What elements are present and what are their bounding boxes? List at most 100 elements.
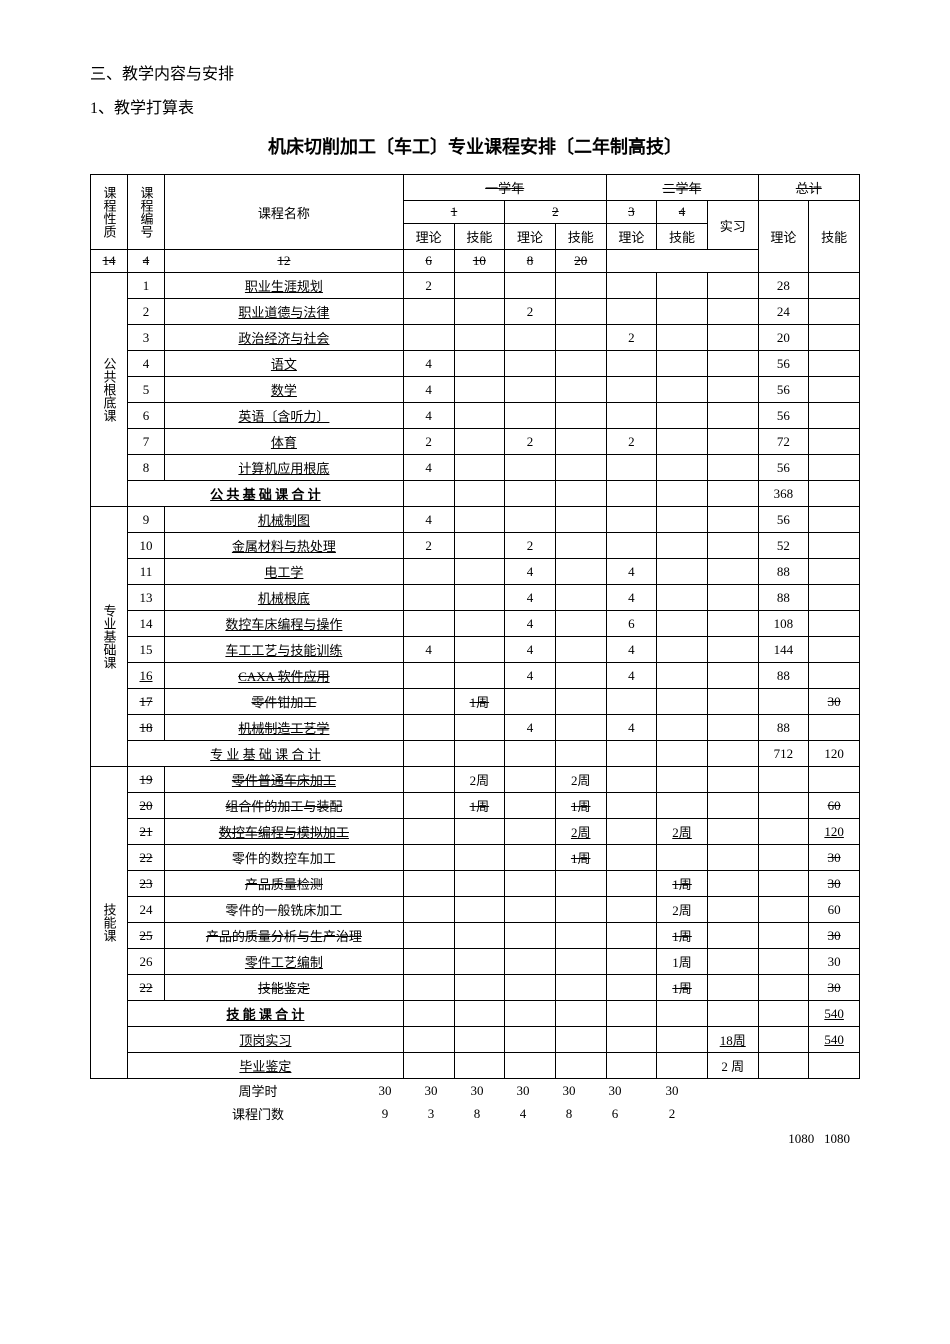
cell: 零件工艺编制	[165, 949, 404, 975]
cell: 8	[454, 1102, 500, 1125]
cell: 1	[128, 273, 165, 299]
col-total: 总计	[758, 175, 859, 201]
cell: 2	[128, 299, 165, 325]
w20: 20	[555, 250, 606, 273]
cell: 56	[758, 455, 809, 481]
curriculum-table: 课程性质 课程编号 课程名称 一学年 二学年 总计 1 2 3 4 实习 理论 …	[90, 174, 860, 1079]
table-row: 11 电工学 44 88	[91, 559, 860, 585]
cell: 2周	[555, 767, 606, 793]
col-t1: 理论	[403, 224, 454, 250]
cell: 4	[500, 1102, 546, 1125]
cell: 政治经济与社会	[165, 325, 404, 351]
cell: 车工工艺与技能训练	[165, 637, 404, 663]
col-sk2: 技能	[555, 224, 606, 250]
cell: 30	[809, 689, 860, 715]
cell: 职业生涯规划	[165, 273, 404, 299]
cell: 2	[638, 1102, 706, 1125]
col-code: 课程编号	[128, 175, 165, 250]
cell: 1周	[454, 793, 505, 819]
table-row: 16 CAXA 软件应用 44 88	[91, 663, 860, 689]
cell: 计算机应用根底	[165, 455, 404, 481]
cell: 88	[758, 559, 809, 585]
table-row: 26 零件工艺编制 1周 30	[91, 949, 860, 975]
cell: 课程门数	[154, 1102, 362, 1125]
table-row: 14 数控车床编程与操作 46 108	[91, 611, 860, 637]
cell: 2 周	[707, 1053, 758, 1079]
table-row: 23 产品质量检测 1周 30	[91, 871, 860, 897]
col-year1: 一学年	[403, 175, 606, 201]
cell: 产品质量检测	[165, 871, 404, 897]
cell: 28	[758, 273, 809, 299]
cell: 语文	[165, 351, 404, 377]
cell: 产品的质量分析与生产治理	[165, 923, 404, 949]
cell: 30	[809, 949, 860, 975]
cell: 3	[408, 1102, 454, 1125]
table-row: 15 车工工艺与技能训练 444 144	[91, 637, 860, 663]
cell: CAXA 软件应用	[165, 663, 404, 689]
cell: 4	[606, 637, 657, 663]
cell: 1周	[555, 845, 606, 871]
cell: 2	[606, 429, 657, 455]
table-row: 3 政治经济与社会 2 20	[91, 325, 860, 351]
cell: 18周	[707, 1027, 758, 1053]
cell: 22	[128, 975, 165, 1001]
cell: 15	[128, 637, 165, 663]
cell: 4	[403, 351, 454, 377]
cell: 4	[505, 585, 556, 611]
table-row: 顶岗实习 18周 540	[91, 1027, 860, 1053]
cell: 4	[403, 507, 454, 533]
table-row: 7 体育 222 72	[91, 429, 860, 455]
cell: 技 能 课 合 计	[128, 1001, 404, 1027]
cell: 4	[606, 559, 657, 585]
cell: 4	[128, 351, 165, 377]
col-total-theory: 理论	[758, 201, 809, 273]
table-row: 22 零件的数控车加工 1周 30	[91, 845, 860, 871]
group-1: 公共根底课	[91, 273, 128, 507]
cell: 4	[606, 663, 657, 689]
cell: 1周	[657, 871, 708, 897]
section-heading: 三、教学内容与安排	[90, 60, 860, 84]
cell: 2	[505, 429, 556, 455]
cell: 9	[362, 1102, 408, 1125]
table-title: 机床切削加工〔车工〕专业课程安排〔二年制高技〕	[90, 133, 860, 159]
header-row-4: 14 4 12 6 10 8 20	[91, 250, 860, 273]
cell: 职业道德与法律	[165, 299, 404, 325]
cell: 体育	[165, 429, 404, 455]
cell: 26	[128, 949, 165, 975]
cell: 14	[128, 611, 165, 637]
cell: 顶岗实习	[128, 1027, 404, 1053]
cell: 712	[758, 741, 809, 767]
w8: 8	[505, 250, 556, 273]
cell: 25	[128, 923, 165, 949]
group-2: 专业基础课	[91, 507, 128, 767]
col-s3: 3	[606, 201, 657, 224]
table-row: 5 数学 4 56	[91, 377, 860, 403]
subsection-heading: 1、教学打算表	[90, 94, 860, 118]
cell: 30	[809, 975, 860, 1001]
cell: 4	[403, 377, 454, 403]
cell: 数控车编程与模拟加工	[165, 819, 404, 845]
table-row: 17 零件钳加工 1周 30	[91, 689, 860, 715]
cell: 公 共 基 础 课 合 计	[128, 481, 404, 507]
cell: 数学	[165, 377, 404, 403]
cell: 零件的数控车加工	[165, 845, 404, 871]
cell: 2	[403, 273, 454, 299]
col-sk1: 技能	[454, 224, 505, 250]
cell: 零件普通车床加工	[165, 767, 404, 793]
cell: 2	[505, 299, 556, 325]
cell: 30	[592, 1079, 638, 1102]
cell: 2周	[657, 897, 708, 923]
cell: 56	[758, 403, 809, 429]
cell: 2	[606, 325, 657, 351]
col-name: 课程名称	[165, 175, 404, 250]
cell: 数控车床编程与操作	[165, 611, 404, 637]
cell: 16	[128, 663, 165, 689]
w6: 6	[403, 250, 454, 273]
footer-table: 周学时 30 30 30 30 30 30 30 课程门数 9 3 8 4 8 …	[90, 1079, 860, 1125]
cell: 24	[758, 299, 809, 325]
col-s1: 1	[403, 201, 504, 224]
cell: 1周	[555, 793, 606, 819]
week-hours-row: 周学时 30 30 30 30 30 30 30	[90, 1079, 860, 1102]
course-count-row: 课程门数 9 3 8 4 8 6 2	[90, 1102, 860, 1125]
table-row: 6 英语〔含听力〕 4 56	[91, 403, 860, 429]
